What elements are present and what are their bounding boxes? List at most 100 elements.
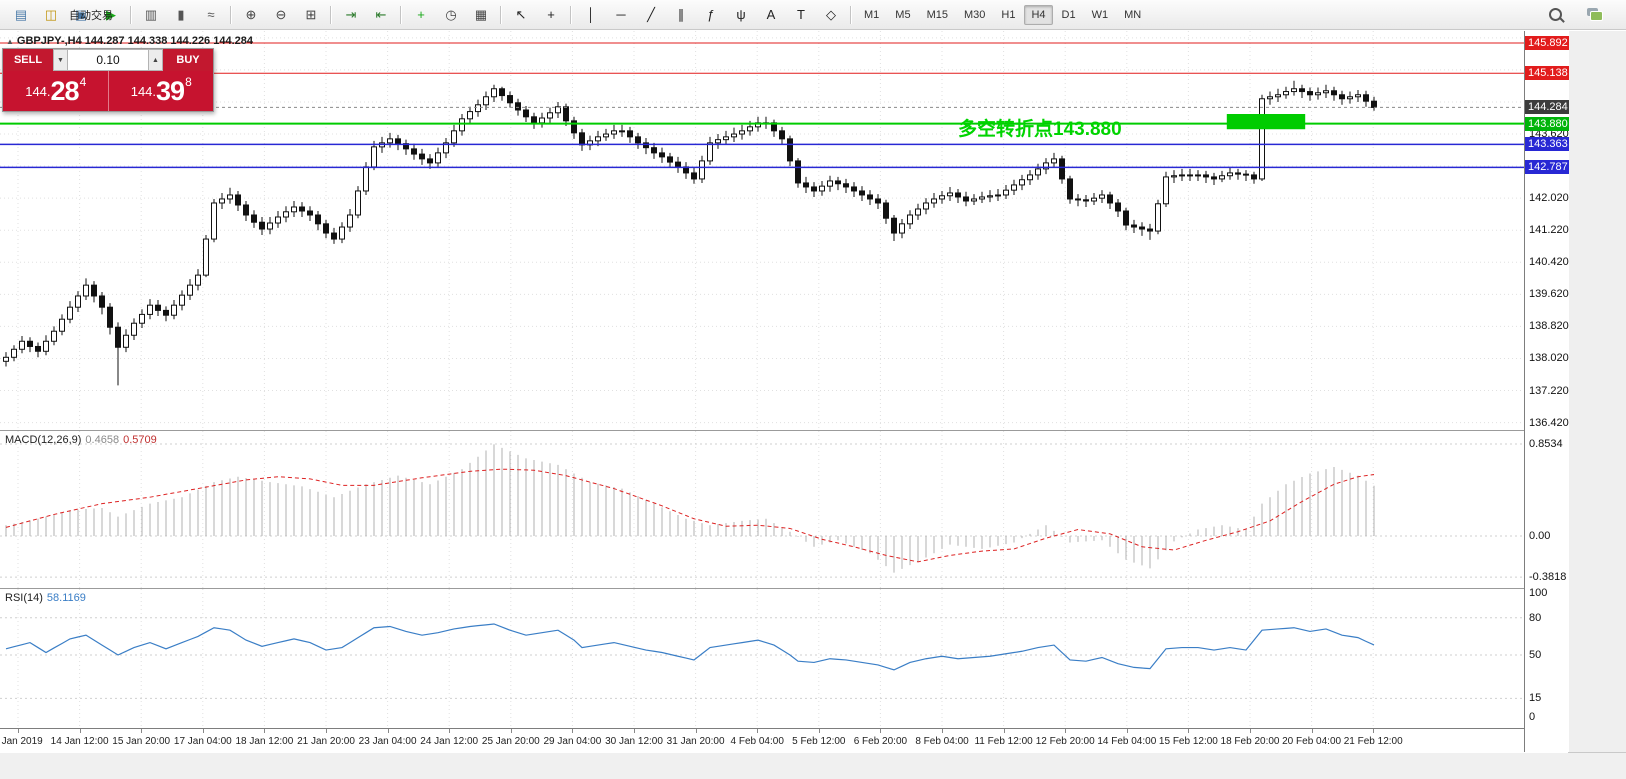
toolbar-items: ▤ ◫ ▣ ▶ 自动交易 ▥ ▮ ≈ ⊕ ⊖ ⊞ ⇥ ⇤ + ◷ ▦ ↖ + │ ─ ╱ ∥ ƒ ψ A T ◇ xyxy=(6,3,856,27)
price-axis-badge: 145.138 xyxy=(1525,66,1569,81)
timeframe-m1[interactable]: M1 xyxy=(864,8,880,21)
time-axis-label: 25 Jan 20:00 xyxy=(481,736,540,747)
timeframe-bar: M1 M5 M15 M30 H1 H4 D1 W1 MN xyxy=(856,4,1149,25)
time-tick xyxy=(695,729,697,733)
volume-increase-button[interactable]: ▲ xyxy=(148,49,163,71)
rsi-panel[interactable] xyxy=(0,589,1524,728)
zone-rect[interactable] xyxy=(1226,114,1306,130)
volume-input[interactable] xyxy=(68,49,148,71)
chart-shift-icon[interactable]: ⇤ xyxy=(366,3,396,27)
time-tick xyxy=(818,729,820,733)
annotation-text[interactable]: 多空转折点143.880 xyxy=(958,117,1122,140)
time-tick xyxy=(572,729,574,733)
toolbar-separator xyxy=(330,5,332,24)
autotrading-button[interactable]: ▶ 自动交易 xyxy=(69,3,126,27)
vertical-line-icon[interactable]: │ xyxy=(576,3,606,27)
time-axis-label: 15 Feb 12:00 xyxy=(1158,736,1218,747)
candlestick-chart-icon[interactable]: ▮ xyxy=(166,3,196,27)
timeframe-w1[interactable]: W1 xyxy=(1091,8,1109,21)
panel-divider[interactable] xyxy=(0,430,1568,431)
macd-axis-label: 0.8534 xyxy=(1529,438,1563,450)
line-chart-icon[interactable]: ≈ xyxy=(196,3,226,27)
volume-decrease-button[interactable]: ▼ xyxy=(53,49,68,71)
symbol-marker-icon: ▲ xyxy=(6,37,14,46)
templates-icon[interactable]: ▦ xyxy=(466,3,496,27)
time-tick xyxy=(449,729,451,733)
timeframe-h1[interactable]: H1 xyxy=(1001,8,1016,21)
price-axis-label: 137.220 xyxy=(1529,384,1569,397)
time-tick xyxy=(942,729,943,733)
sell-price[interactable]: 144. 28 4 xyxy=(3,71,109,111)
indicators-icon[interactable]: + xyxy=(406,3,436,27)
chart-window-icon[interactable]: ◫ xyxy=(36,3,66,27)
vertical-line-icon: │ xyxy=(586,7,596,22)
time-axis-label: 12 Feb 20:00 xyxy=(1035,736,1095,747)
zoom-out-icon[interactable]: ⊖ xyxy=(266,3,296,27)
tile-windows-icon[interactable]: ⊞ xyxy=(296,3,326,27)
status-strip xyxy=(0,752,1626,779)
cursor-icon: ↖ xyxy=(515,7,527,22)
new-order-icon[interactable]: ▤ xyxy=(6,3,36,27)
timeframe-mn[interactable]: MN xyxy=(1124,8,1142,21)
time-tick xyxy=(141,729,143,733)
timeframe-m15[interactable]: M15 xyxy=(926,8,948,21)
timeframe-h4[interactable]: H4 xyxy=(1024,4,1053,25)
community-button[interactable] xyxy=(1580,3,1610,27)
price-axis-badge: 143.363 xyxy=(1525,137,1569,152)
auto-scroll-icon[interactable]: ⇥ xyxy=(336,3,366,27)
time-axis-label: 20 Feb 04:00 xyxy=(1282,736,1342,747)
fibonacci-icon[interactable]: ƒ xyxy=(696,3,726,27)
new-order-icon: ▤ xyxy=(14,7,28,22)
bar-chart-icon[interactable]: ▥ xyxy=(136,3,166,27)
main-chart[interactable]: 多空转折点143.880 xyxy=(0,31,1524,430)
time-tick xyxy=(387,729,389,733)
andrews-pitchfork-icon[interactable]: ψ xyxy=(726,3,756,27)
text-label-icon[interactable]: T xyxy=(786,3,816,27)
horizontal-line-icon[interactable]: ─ xyxy=(606,3,636,27)
time-axis-label: 18 Feb 20:00 xyxy=(1220,736,1280,747)
periods-icon[interactable]: ◷ xyxy=(436,3,466,27)
price-axis-label: 142.020 xyxy=(1529,192,1569,205)
indicators-icon: + xyxy=(417,7,425,22)
timeframe-m5[interactable]: M5 xyxy=(895,8,911,21)
profiles-icon[interactable]: ▣ xyxy=(66,3,96,27)
shapes-icon[interactable]: ◇ xyxy=(816,3,846,27)
price-axis-badge: 144.284 xyxy=(1525,100,1569,115)
one-click-trading-panel: SELL ▼ ▲ BUY 144.284 144.398 xyxy=(2,48,214,112)
time-tick xyxy=(202,729,204,733)
equidistant-channel-icon[interactable]: ∥ xyxy=(666,3,696,27)
time-axis-label: 11 Feb 12:00 xyxy=(974,736,1033,747)
time-axis-label: 15 Jan 20:00 xyxy=(112,736,171,747)
macd-panel[interactable] xyxy=(0,431,1524,588)
sell-button[interactable]: SELL xyxy=(3,49,53,71)
price-axis-label: 139.620 xyxy=(1529,288,1569,301)
time-tick xyxy=(510,729,512,733)
text-icon[interactable]: A xyxy=(756,3,786,27)
crosshair-icon[interactable]: + xyxy=(536,3,566,27)
time-tick xyxy=(1311,729,1313,733)
time-axis-label: 29 Jan 04:00 xyxy=(543,736,602,747)
timeframe-d1[interactable]: D1 xyxy=(1061,8,1076,21)
time-tick xyxy=(880,729,882,733)
time-tick xyxy=(1188,729,1190,733)
buy-button[interactable]: BUY xyxy=(163,49,213,71)
grid xyxy=(17,431,1374,588)
chart-window-icon: ◫ xyxy=(44,7,58,22)
trendline-icon[interactable]: ╱ xyxy=(636,3,666,27)
andrews-pitchfork-icon: ψ xyxy=(736,7,746,22)
price-axis-label: 141.220 xyxy=(1529,224,1569,237)
rsi-axis-label: 50 xyxy=(1529,649,1542,661)
time-tick xyxy=(1065,729,1067,733)
zoom-in-icon[interactable]: ⊕ xyxy=(236,3,266,27)
panel-divider[interactable] xyxy=(0,588,1568,589)
buy-price[interactable]: 144. 39 8 xyxy=(108,71,213,111)
text-label-icon: T xyxy=(797,7,805,22)
auto-scroll-icon: ⇥ xyxy=(345,7,357,22)
timeframe-m30[interactable]: M30 xyxy=(963,8,986,21)
price-axis[interactable]: 143.620 142.020 141.220 140.420 139.620 138.8… xyxy=(1524,31,1569,752)
cursor-icon[interactable]: ↖ xyxy=(506,3,536,27)
search-button[interactable] xyxy=(1540,3,1570,27)
periods-icon: ◷ xyxy=(445,7,457,22)
community-chat-icon xyxy=(1587,8,1603,21)
